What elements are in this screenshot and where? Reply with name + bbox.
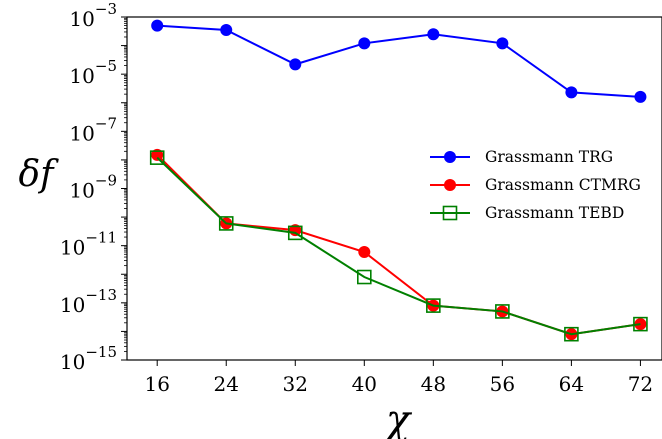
x-axis-title: χ	[383, 397, 413, 439]
data-point	[634, 90, 647, 103]
x-tick-label: 40	[352, 372, 377, 396]
data-point	[427, 28, 440, 41]
data-point	[356, 269, 372, 285]
data-point	[218, 216, 234, 231]
legend-item: Grassmann CTMRG	[430, 176, 641, 194]
y-tick-base: 10	[69, 7, 94, 31]
legend-item: Grassmann TRG	[430, 148, 613, 166]
legend-label: Grassmann TRG	[485, 148, 613, 166]
data-point	[496, 37, 509, 50]
data-point	[287, 225, 303, 241]
data-point	[151, 19, 164, 32]
data-point	[564, 326, 579, 342]
data-point	[426, 298, 441, 313]
x-tick-label: 72	[628, 372, 653, 396]
y-tick-exponent: −5	[95, 57, 117, 75]
series-lines	[149, 19, 648, 342]
y-tick-base: 10	[69, 121, 94, 145]
legend-marker	[442, 205, 458, 221]
legend-label: Grassmann CTMRG	[485, 176, 641, 194]
y-tick-base: 10	[69, 179, 94, 203]
y-tick-exponent: −11	[85, 229, 117, 247]
x-tick-label: 24	[214, 372, 239, 396]
data-point	[633, 316, 648, 332]
x-tick-label: 16	[144, 372, 169, 396]
legend-label: Grassmann TEBD	[485, 204, 624, 222]
data-point	[149, 150, 165, 165]
y-tick-label: 10−3	[69, 0, 117, 31]
series-3	[149, 150, 648, 342]
y-tick-label: 10−5	[69, 57, 117, 88]
x-tick-label: 64	[559, 372, 584, 396]
y-tick-exponent: −7	[95, 114, 117, 132]
y-tick-label: 10−11	[60, 229, 117, 260]
plot-frame	[126, 16, 662, 361]
y-tick-exponent: −15	[85, 343, 117, 361]
series-line	[157, 24, 641, 98]
y-axis-title: δf	[19, 154, 60, 195]
legend-marker	[444, 179, 456, 191]
series-1	[151, 19, 647, 103]
series-line	[156, 156, 641, 336]
y-tick-base: 10	[60, 293, 85, 317]
y-tick-exponent: −9	[95, 172, 117, 190]
y-tick-label: 10−15	[60, 343, 117, 374]
x-tick-label: 56	[490, 372, 515, 396]
x-tick-label: 32	[283, 372, 308, 396]
data-point	[220, 24, 233, 37]
y-tick-exponent: −3	[95, 0, 117, 18]
data-point	[565, 86, 578, 99]
y-tick-base: 10	[60, 350, 85, 374]
data-point	[289, 58, 302, 71]
y-tick-base: 10	[69, 64, 94, 88]
y-tick-label: 10−9	[69, 172, 117, 203]
legend-marker	[444, 151, 456, 163]
data-point	[358, 37, 371, 50]
data-point	[495, 304, 510, 319]
legend: Grassmann TRG Grassmann CTMRG Grassmann TE…	[430, 148, 641, 222]
y-tick-base: 10	[60, 236, 85, 260]
x-tick-label: 48	[421, 372, 446, 396]
y-tick-label: 10−13	[60, 286, 117, 317]
y-tick-exponent: −13	[85, 286, 117, 304]
data-point	[358, 246, 371, 259]
y-tick-label: 10−7	[69, 114, 117, 145]
legend-item: Grassmann TEBD	[430, 204, 624, 222]
